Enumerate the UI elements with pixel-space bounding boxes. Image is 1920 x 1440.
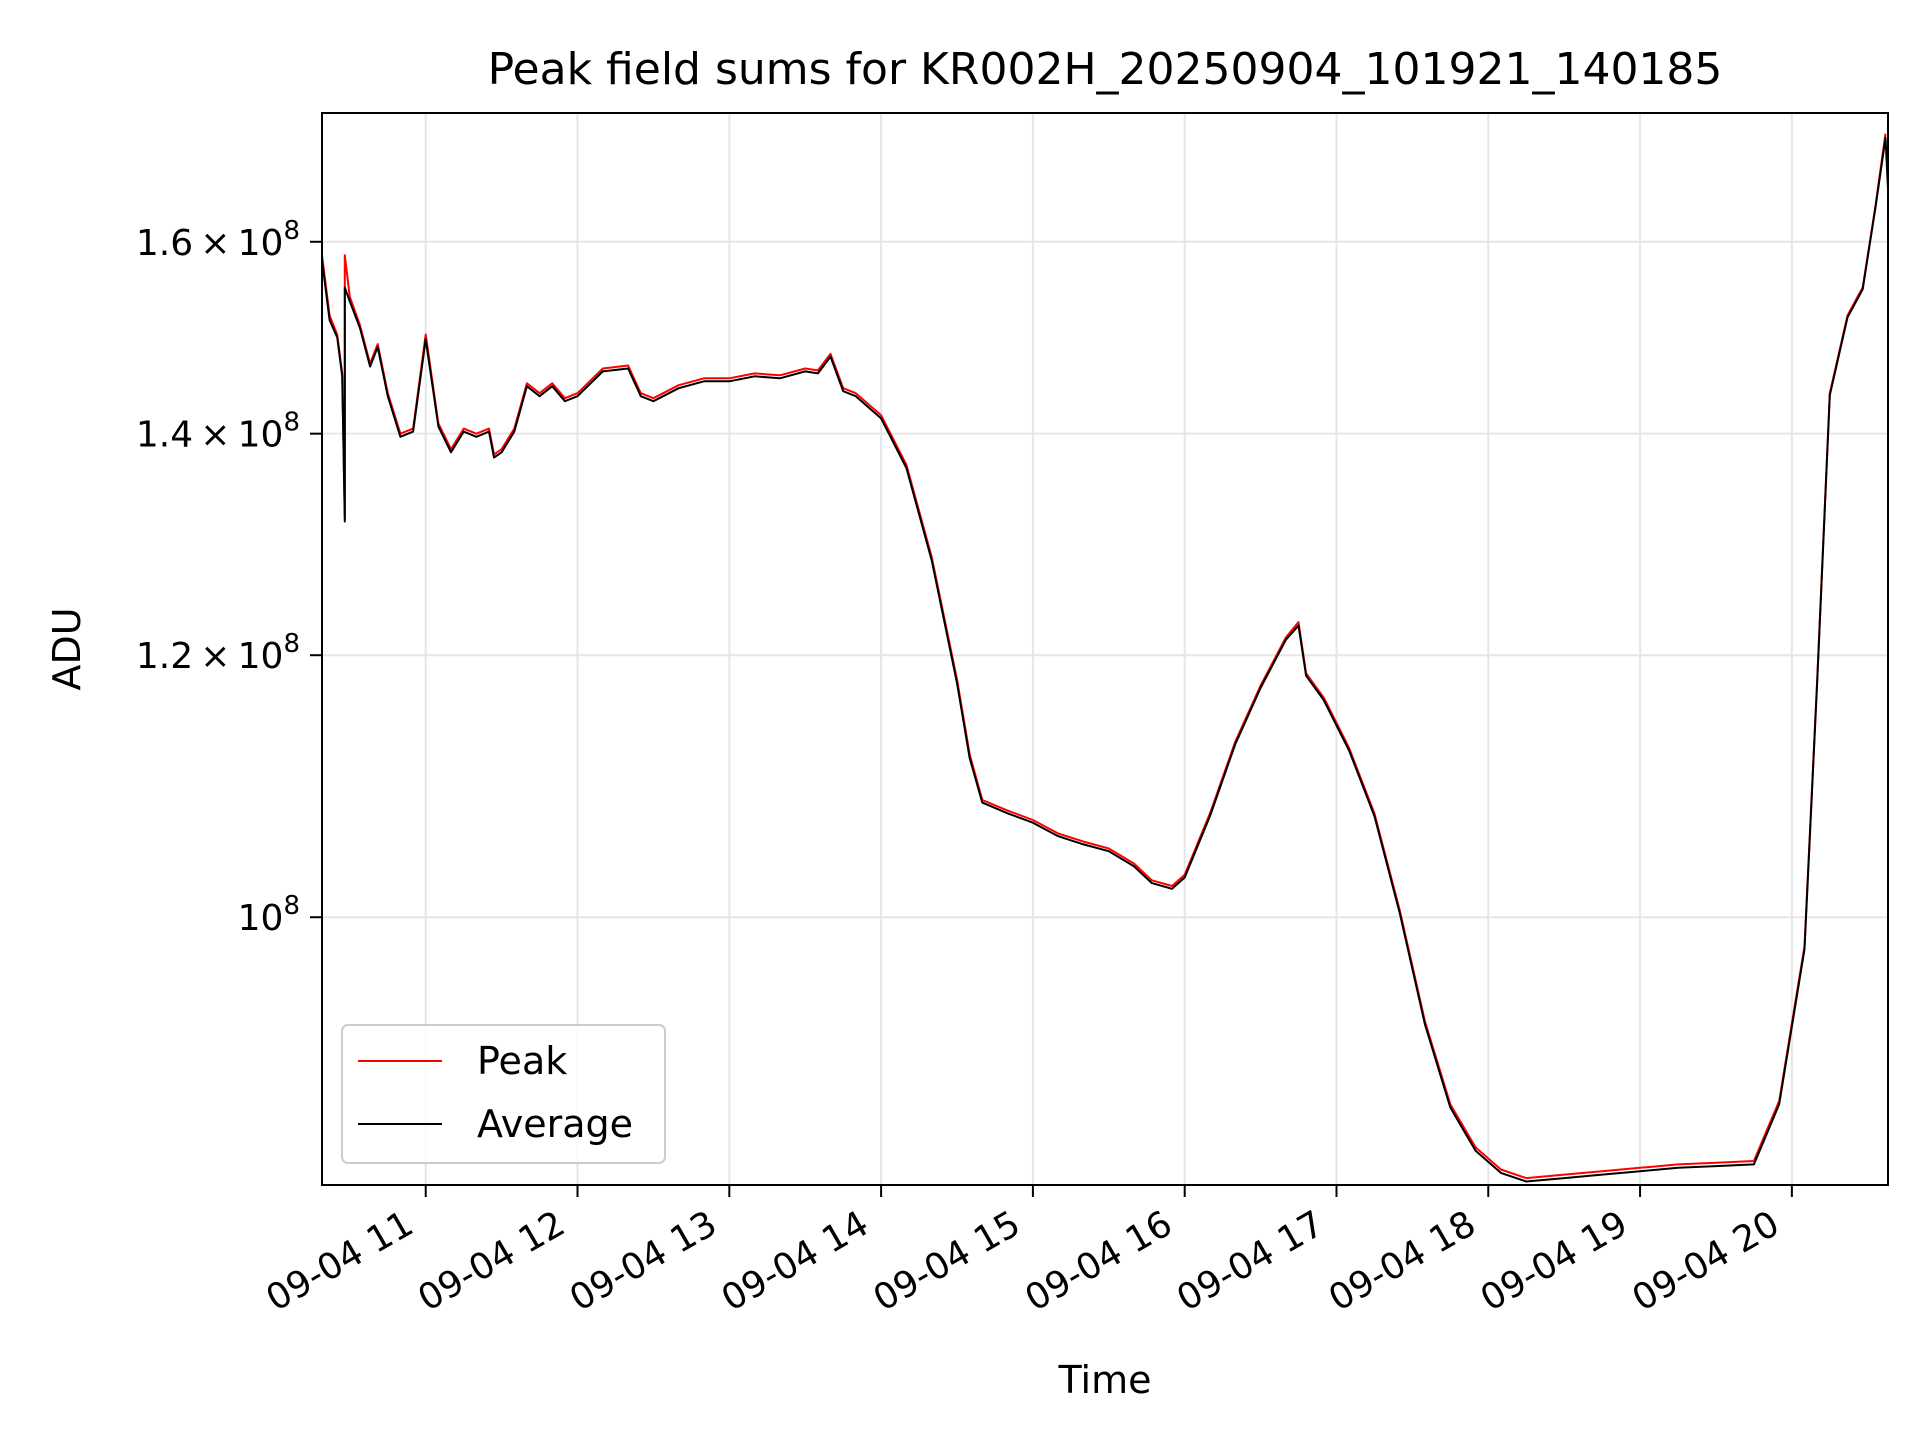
legend-peak-label: Peak — [477, 1039, 567, 1083]
plot-frame — [321, 112, 1889, 1186]
y-tick-label: 1.4 × 108 — [136, 408, 300, 456]
y-axis: 1.6 × 108 1.4 × 108 1.2 × 108 108 — [136, 216, 322, 939]
y-axis-label: ADU — [45, 607, 89, 690]
y-tick-label: 108 — [238, 891, 300, 939]
x-axis-label: Time — [1058, 1358, 1152, 1402]
legend: Peak Average — [341, 1024, 666, 1164]
chart-title: Peak field sums for KR002H_20250904_1019… — [488, 44, 1723, 95]
y-tick-label: 1.2 × 108 — [136, 629, 300, 677]
legend-average-label: Average — [477, 1102, 633, 1146]
legend-box — [341, 1024, 666, 1164]
series-layer — [321, 133, 1889, 1183]
y-tick-label: 1.6 × 108 — [136, 216, 300, 264]
grid-lines — [322, 113, 1888, 1185]
series-line-average — [321, 136, 1889, 1183]
